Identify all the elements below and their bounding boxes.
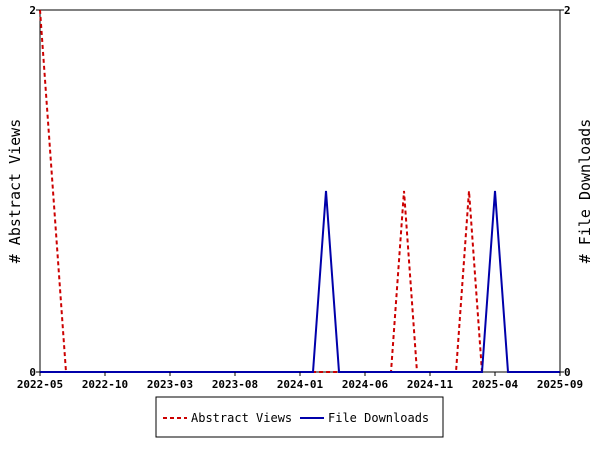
y-axis-right-title: # File Downloads bbox=[576, 119, 594, 264]
plot-frame bbox=[39, 9, 561, 373]
x-tick-label: 2022-05 bbox=[17, 378, 63, 391]
series-line-file-downloads bbox=[40, 190, 560, 373]
y-tick-label: 0 bbox=[29, 366, 36, 379]
x-tick-label: 2022-10 bbox=[82, 378, 128, 391]
y-axis-left-ticks: 02 bbox=[29, 4, 40, 379]
x-axis-ticks: 2022-05 2022-10 2023-03 2023-08 2024-01 2024-… bbox=[17, 372, 583, 391]
y-tick-label: 2 bbox=[29, 4, 36, 17]
y-tick-label: 0 bbox=[564, 366, 571, 379]
y-tick-label: 2 bbox=[564, 4, 571, 17]
plot-area bbox=[39, 9, 561, 373]
legend-box bbox=[155, 396, 444, 438]
x-tick-label: 2024-06 bbox=[342, 378, 389, 391]
y-axis-left-title: # Abstract Views bbox=[6, 119, 24, 264]
series-line-abstract-views bbox=[39, 9, 483, 373]
legend-label: Abstract Views bbox=[191, 411, 292, 425]
x-tick-label: 2023-03 bbox=[147, 378, 193, 391]
series-layer bbox=[39, 9, 561, 373]
y-axis-right-ticks: 02 bbox=[560, 4, 571, 379]
x-tick-label: 2025-04 bbox=[472, 378, 519, 391]
x-tick-label: 2025-09 bbox=[537, 378, 583, 391]
legend-label: File Downloads bbox=[328, 411, 429, 425]
legend: Abstract Views File Downloads bbox=[155, 396, 444, 438]
x-tick-label: 2024-01 bbox=[277, 378, 324, 391]
x-tick-label: 2024-11 bbox=[407, 378, 454, 391]
x-tick-label: 2023-08 bbox=[212, 378, 258, 391]
